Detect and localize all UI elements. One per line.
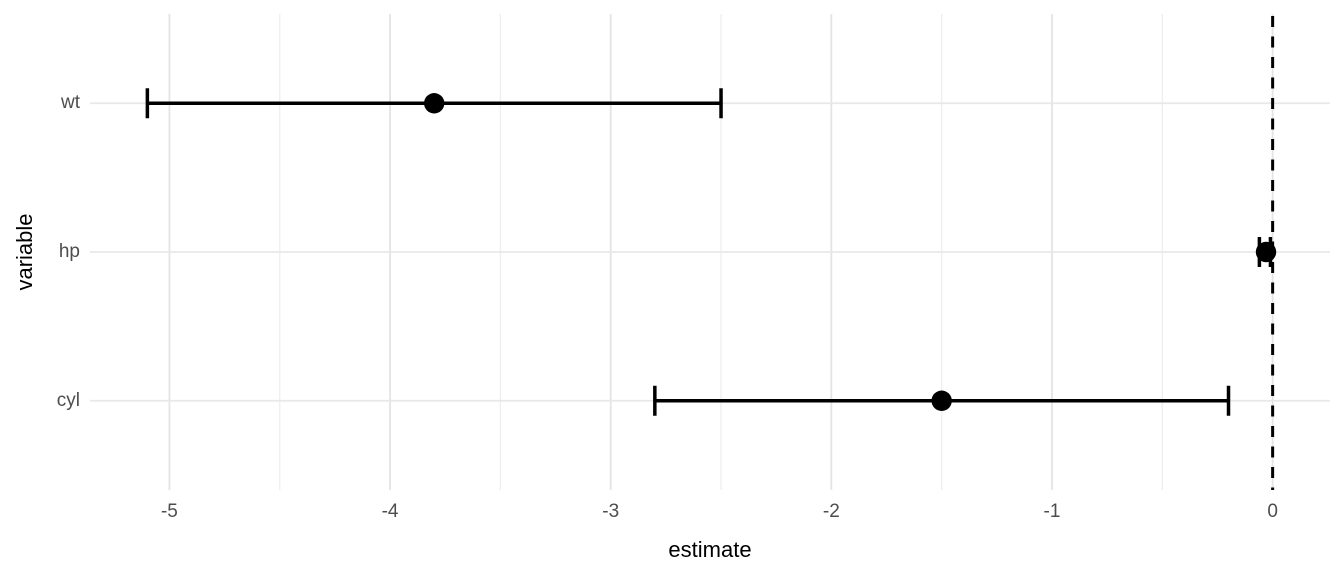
y-tick-label-cyl: cyl — [56, 389, 80, 411]
x-tick-label--2: -2 — [822, 501, 840, 522]
x-tick-label--4: -4 — [381, 501, 399, 522]
y-axis-title: variable — [12, 213, 37, 291]
x-tick-label--3: -3 — [602, 501, 620, 522]
x-tick-label--1: -1 — [1043, 501, 1061, 522]
point-estimate-hp — [1255, 241, 1277, 263]
y-tick-label-hp: hp — [58, 241, 80, 262]
x-tick-label-0: 0 — [1267, 501, 1278, 522]
point-estimate-cyl — [931, 390, 952, 411]
point-estimate-wt — [423, 93, 445, 114]
x-tick-label--5: -5 — [160, 501, 178, 522]
y-tick-label-wt: wt — [61, 92, 80, 114]
x-axis-title: estimate — [668, 537, 752, 562]
